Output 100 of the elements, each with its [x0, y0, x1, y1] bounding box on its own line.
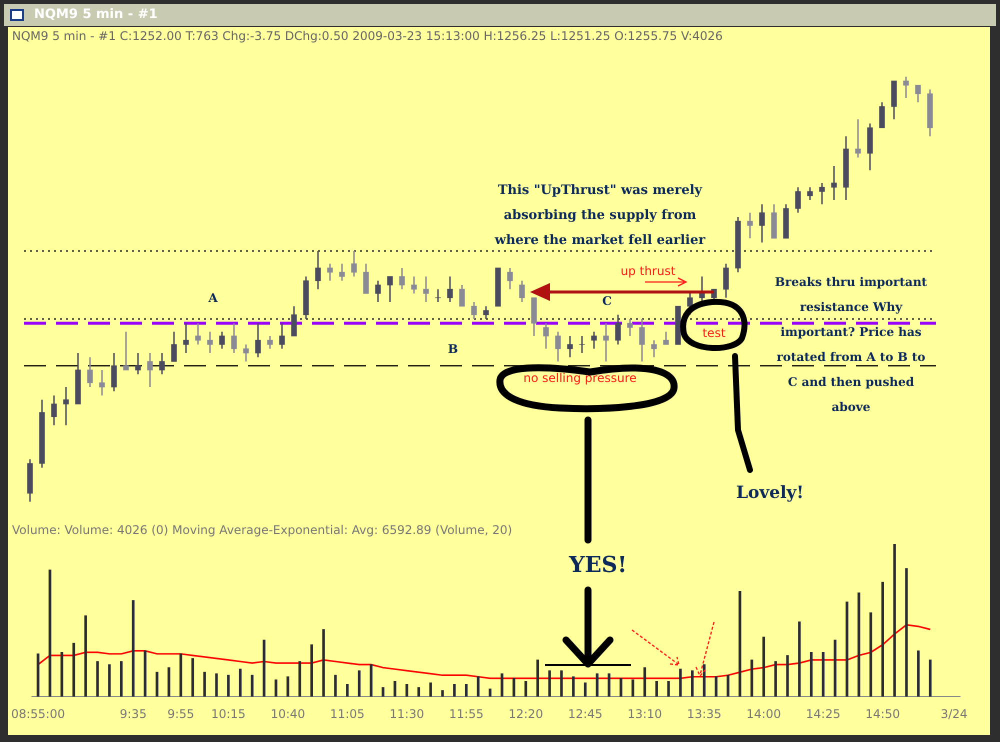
annotation: B	[448, 342, 458, 356]
bar	[798, 621, 801, 697]
bar	[250, 674, 254, 697]
bar	[655, 681, 658, 697]
bar	[382, 687, 384, 697]
bar	[596, 673, 598, 697]
annotation: Breaks thru important resistance Why important? Price has rotated from A to B to C and then pushed above	[774, 274, 928, 416]
candlestick	[675, 306, 681, 345]
bar	[524, 681, 528, 697]
x-tick-label: 9:55	[167, 706, 194, 721]
bar	[132, 600, 135, 697]
bar	[548, 670, 551, 697]
bar	[120, 661, 123, 697]
bar	[512, 678, 516, 697]
x-tick-label: 13:35	[686, 706, 722, 721]
bar	[274, 679, 278, 697]
annotation: A	[208, 291, 218, 305]
bar	[429, 682, 432, 697]
annotation: up thrust	[620, 264, 676, 278]
bar	[310, 644, 313, 697]
bar	[643, 667, 646, 697]
bar	[822, 652, 825, 697]
annotation: no selling pressure	[523, 371, 637, 385]
bar	[702, 664, 706, 697]
bar	[691, 670, 694, 697]
bar	[453, 684, 456, 697]
bar	[786, 655, 789, 697]
bar	[679, 668, 682, 697]
bar	[881, 582, 884, 697]
bar	[370, 664, 372, 697]
bar	[441, 690, 444, 697]
x-tick-label: 11:55	[449, 706, 484, 721]
bar	[346, 684, 349, 697]
bar	[488, 688, 492, 697]
bar	[238, 668, 242, 697]
bar	[572, 676, 575, 697]
bar	[203, 672, 206, 697]
bar	[726, 674, 730, 697]
chart-title: NQM9 5 min - #1	[34, 7, 158, 22]
annotation: YES!	[568, 552, 628, 578]
bar	[334, 674, 337, 697]
bar	[858, 592, 860, 697]
bar	[394, 681, 396, 697]
chart-title: Volume: Volume: 4026 (0) Moving Average-Exponential: Avg: 6592.89 (Volume, 20)	[12, 523, 512, 537]
bar	[84, 615, 87, 697]
bar	[714, 676, 718, 697]
bar	[738, 590, 742, 697]
bar	[667, 681, 670, 697]
annotation: C	[602, 294, 612, 308]
bar	[536, 660, 540, 697]
candlestick	[579, 335, 585, 354]
bar	[869, 612, 872, 697]
bar	[928, 660, 932, 697]
bar	[215, 673, 218, 697]
annotation: Lovely!	[736, 483, 804, 503]
bar	[905, 568, 908, 697]
annotation: This "UpThrust" was merely absorbing the supply from where the market fell earlier	[494, 182, 706, 250]
bar	[762, 636, 766, 697]
x-tick-label: 9:35	[120, 706, 147, 721]
bar	[358, 670, 361, 697]
bar	[464, 684, 468, 697]
x-tick-label: 12:20	[508, 706, 544, 721]
x-tick-label: 11:30	[390, 706, 424, 721]
annotation: test	[702, 326, 726, 340]
x-tick-label: 14:00	[746, 706, 782, 721]
bar	[179, 654, 182, 697]
bar	[144, 650, 146, 697]
x-tick-label: 11:05	[330, 706, 365, 721]
bar	[36, 654, 40, 697]
bar	[620, 678, 622, 697]
x-tick-label: 12:45	[568, 706, 603, 721]
chart-subtitle: NQM9 5 min - #1 C:1252.00 T:763 Chg:-3.75 DChg:0.50 2009-03-23 15:13:00 H:1256.25 L:1251.25 O:1255.75 V:4026	[12, 29, 723, 43]
x-tick-label: 13:10	[627, 706, 662, 721]
bar	[476, 676, 480, 697]
bar	[406, 684, 408, 697]
bar	[322, 629, 325, 697]
bar	[262, 640, 266, 697]
x-tick-label: 3/24	[940, 706, 968, 721]
bar	[584, 682, 587, 697]
bar	[632, 679, 634, 697]
bar	[846, 602, 848, 697]
bar	[917, 650, 920, 697]
x-tick-label: 14:25	[806, 706, 840, 721]
bar	[72, 642, 76, 697]
bar	[810, 652, 813, 697]
bar	[750, 660, 754, 697]
bar	[156, 672, 158, 697]
bar	[298, 661, 302, 697]
bar	[774, 661, 777, 697]
bar	[191, 658, 194, 697]
bar	[560, 670, 563, 697]
x-tick-label: 14:50	[865, 706, 900, 721]
candlestick	[495, 268, 501, 307]
bar	[96, 661, 99, 697]
bar	[417, 687, 420, 697]
bar	[834, 640, 836, 697]
bar	[608, 673, 610, 697]
bar	[48, 570, 52, 697]
bar	[227, 674, 230, 697]
x-tick-label: 10:15	[211, 706, 246, 721]
